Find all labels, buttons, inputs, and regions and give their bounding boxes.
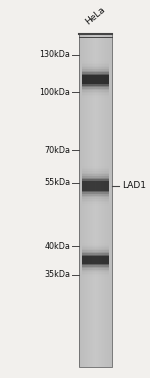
Bar bbox=[109, 34, 110, 367]
Bar bbox=[93, 34, 94, 367]
Bar bbox=[100, 34, 101, 367]
Bar bbox=[82, 72, 109, 87]
Bar bbox=[82, 248, 109, 273]
Bar bbox=[82, 75, 109, 84]
Bar bbox=[82, 61, 109, 98]
Bar bbox=[82, 34, 83, 367]
Bar bbox=[96, 34, 97, 367]
Bar bbox=[96, 34, 97, 367]
Bar bbox=[97, 34, 98, 367]
Bar bbox=[89, 34, 90, 367]
Text: 130kDa: 130kDa bbox=[39, 50, 70, 59]
Bar bbox=[82, 168, 109, 204]
Text: LAD1: LAD1 bbox=[122, 181, 146, 191]
Bar bbox=[104, 34, 105, 367]
Bar bbox=[100, 34, 101, 367]
Bar bbox=[82, 173, 109, 199]
Bar bbox=[105, 34, 106, 367]
Bar bbox=[91, 34, 92, 367]
Bar bbox=[82, 175, 109, 197]
Bar bbox=[82, 67, 109, 92]
Bar bbox=[82, 180, 109, 192]
Bar bbox=[79, 34, 112, 367]
Bar bbox=[82, 243, 109, 277]
Bar bbox=[82, 169, 109, 202]
Bar bbox=[82, 74, 109, 85]
Bar bbox=[82, 66, 109, 93]
Bar bbox=[81, 34, 82, 367]
Bar bbox=[80, 34, 81, 367]
Bar bbox=[85, 34, 86, 367]
Text: 40kDa: 40kDa bbox=[44, 242, 70, 251]
Bar bbox=[82, 64, 109, 95]
Bar bbox=[87, 34, 88, 367]
Bar bbox=[82, 176, 109, 196]
Text: 70kDa: 70kDa bbox=[44, 146, 70, 155]
Bar bbox=[82, 71, 109, 88]
Bar bbox=[92, 34, 93, 367]
Bar bbox=[95, 34, 96, 367]
Bar bbox=[82, 250, 109, 270]
Bar bbox=[82, 249, 109, 271]
Bar bbox=[110, 34, 111, 367]
Bar bbox=[82, 246, 109, 274]
Bar bbox=[82, 253, 109, 267]
Bar bbox=[101, 34, 102, 367]
Bar bbox=[84, 34, 85, 367]
Bar bbox=[93, 34, 94, 367]
Bar bbox=[111, 34, 112, 367]
Bar bbox=[89, 34, 90, 367]
Bar bbox=[82, 245, 109, 275]
Text: 55kDa: 55kDa bbox=[44, 178, 70, 187]
Bar bbox=[83, 34, 84, 367]
Bar bbox=[90, 34, 91, 367]
Bar bbox=[82, 254, 109, 265]
Bar bbox=[79, 34, 80, 367]
Bar bbox=[98, 34, 99, 367]
Bar bbox=[82, 171, 109, 201]
Bar bbox=[82, 256, 109, 264]
Bar bbox=[94, 34, 95, 367]
Bar bbox=[91, 34, 92, 367]
Bar bbox=[86, 34, 87, 367]
Bar bbox=[108, 34, 109, 367]
Bar bbox=[82, 63, 109, 96]
Bar bbox=[82, 178, 109, 194]
Bar bbox=[82, 166, 109, 206]
Text: 35kDa: 35kDa bbox=[44, 270, 70, 279]
Text: 100kDa: 100kDa bbox=[39, 88, 70, 97]
Bar bbox=[82, 252, 109, 268]
Text: HeLa: HeLa bbox=[84, 5, 107, 26]
Bar bbox=[92, 34, 93, 367]
Bar bbox=[88, 34, 89, 367]
Bar bbox=[99, 34, 100, 367]
Bar bbox=[103, 34, 104, 367]
Bar bbox=[82, 181, 109, 191]
Bar bbox=[106, 34, 107, 367]
Bar bbox=[82, 69, 109, 90]
Bar bbox=[102, 34, 103, 367]
Bar bbox=[107, 34, 108, 367]
